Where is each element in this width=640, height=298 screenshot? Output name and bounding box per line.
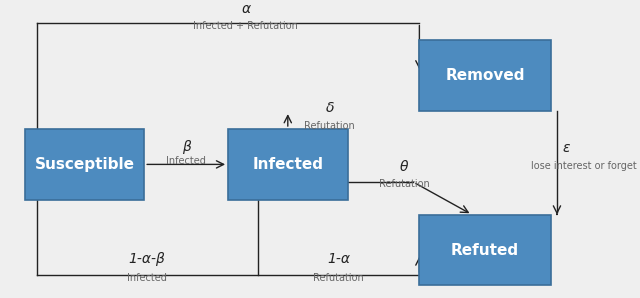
FancyBboxPatch shape — [419, 215, 551, 285]
FancyBboxPatch shape — [24, 129, 144, 200]
Text: β: β — [182, 140, 191, 154]
FancyBboxPatch shape — [228, 129, 348, 200]
Text: ε: ε — [562, 141, 570, 155]
Text: Infected: Infected — [166, 156, 206, 167]
Text: Refuted: Refuted — [451, 243, 519, 257]
Text: Removed: Removed — [445, 68, 525, 83]
Text: Refutation: Refutation — [379, 179, 430, 189]
Text: Refutation: Refutation — [313, 273, 364, 283]
Text: Infected: Infected — [252, 157, 323, 172]
FancyBboxPatch shape — [419, 40, 551, 111]
Text: lose interest or forget: lose interest or forget — [531, 161, 637, 171]
Text: Infected: Infected — [127, 273, 167, 283]
Text: θ: θ — [400, 160, 409, 174]
Text: δ: δ — [325, 101, 334, 115]
Text: Infected + Refutation: Infected + Refutation — [193, 21, 298, 31]
Text: Susceptible: Susceptible — [35, 157, 134, 172]
Text: Refutation: Refutation — [304, 121, 355, 131]
Text: 1-α-β: 1-α-β — [129, 252, 166, 266]
Text: 1-α: 1-α — [327, 252, 350, 266]
Text: α: α — [241, 2, 250, 16]
